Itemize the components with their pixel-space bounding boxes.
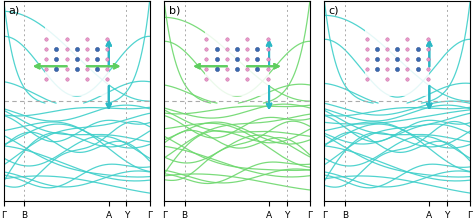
Text: c): c) — [329, 5, 339, 15]
FancyBboxPatch shape — [205, 24, 269, 96]
FancyBboxPatch shape — [45, 24, 109, 96]
FancyBboxPatch shape — [365, 24, 429, 96]
Text: b): b) — [169, 5, 180, 15]
Text: a): a) — [8, 5, 19, 15]
